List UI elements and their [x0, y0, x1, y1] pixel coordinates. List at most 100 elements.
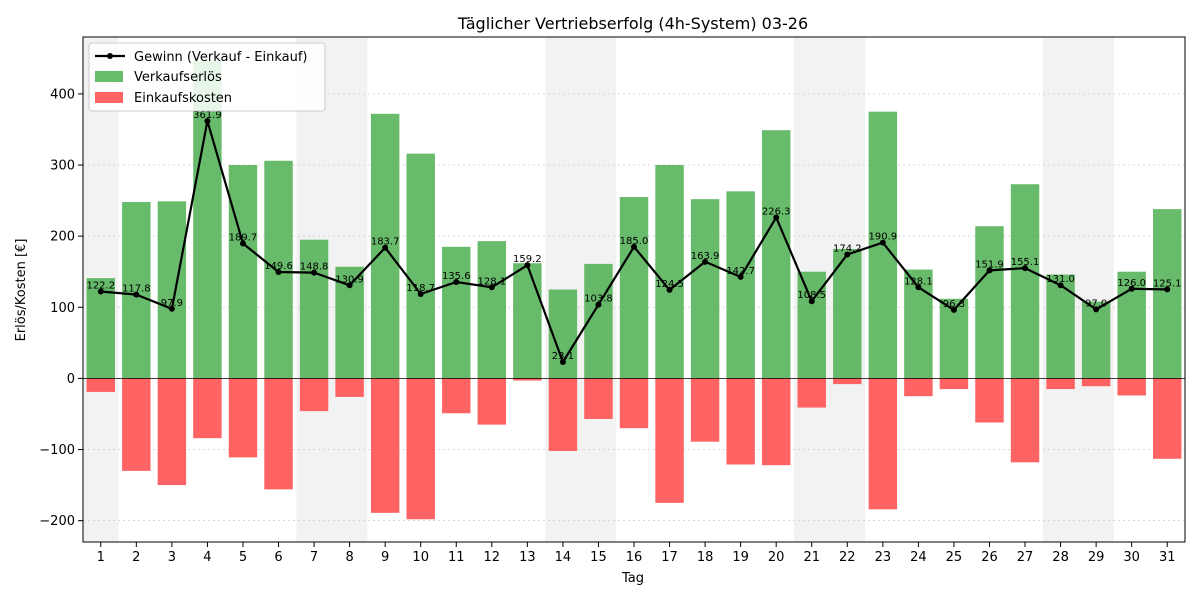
profit-point — [1128, 285, 1135, 292]
data-labels: 122.2 117.8 97.9 361.9 189.7 149.6 148.8 130.9 1… — [86, 110, 1181, 362]
cost-bar — [1010, 378, 1040, 463]
x-tick-label: 20 — [768, 550, 785, 565]
cost-bar — [975, 378, 1004, 423]
x-tick-label: 12 — [484, 550, 501, 565]
profit-point — [1093, 306, 1100, 313]
y-tick-label: −200 — [39, 514, 75, 529]
profit-point — [1164, 286, 1171, 293]
revenue-bar — [406, 153, 435, 379]
cost-bar — [1046, 378, 1075, 390]
x-tick-label: 21 — [803, 550, 820, 565]
revenue-bar — [442, 246, 471, 379]
profit-data-label: 97.9 — [161, 298, 183, 309]
y-tick-label: 400 — [50, 87, 75, 102]
legend: Gewinn (Verkauf - Einkauf) Verkaufserlös E… — [88, 42, 326, 112]
x-tick-label: 15 — [590, 550, 607, 565]
profit-point — [133, 291, 140, 298]
x-tick-label: 31 — [1159, 550, 1176, 565]
x-tick-label: 17 — [661, 550, 678, 565]
profit-point — [97, 288, 104, 295]
cost-bar — [939, 378, 969, 390]
legend-label-profit: Gewinn (Verkauf - Einkauf) — [134, 50, 307, 65]
profit-data-label: 117.8 — [122, 284, 151, 295]
profit-point — [559, 358, 566, 365]
revenue-bar — [86, 278, 115, 379]
profit-data-label: 128.1 — [477, 276, 506, 287]
chart-title: Täglicher Vertriebserfolg (4h-System) 03… — [457, 14, 808, 33]
profit-data-label: 96.3 — [943, 299, 965, 310]
profit-data-label: 361.9 — [193, 110, 222, 121]
profit-data-label: 122.2 — [86, 280, 115, 291]
profit-point — [204, 118, 211, 125]
profit-data-label: 190.9 — [869, 232, 898, 243]
cost-bar — [833, 378, 862, 385]
cost-bar — [1153, 378, 1182, 459]
profit-point — [1022, 265, 1029, 272]
profit-point — [524, 262, 531, 269]
x-tick-label: 1 — [97, 550, 105, 565]
profit-data-label: 183.7 — [371, 237, 400, 248]
profit-point — [950, 306, 957, 313]
x-tick-label: 14 — [555, 550, 572, 565]
x-tick-label: 27 — [1017, 550, 1034, 565]
legend-revenue-swatch — [95, 71, 123, 82]
x-tick-label: 24 — [910, 550, 927, 565]
cost-bar — [193, 378, 222, 439]
profit-point — [773, 214, 780, 221]
cost-bar — [370, 378, 400, 513]
profit-data-label: 148.8 — [300, 262, 329, 273]
profit-point — [346, 282, 353, 289]
profit-point — [488, 284, 495, 291]
profit-point — [453, 278, 460, 285]
profit-point — [168, 305, 175, 312]
cost-bar — [513, 378, 542, 381]
profit-point — [808, 298, 815, 305]
profit-point — [631, 243, 637, 250]
profit-data-label: 128.1 — [904, 276, 933, 287]
x-tick-label: 4 — [203, 550, 211, 565]
profit-line — [97, 118, 1171, 365]
cost-bar — [655, 378, 684, 503]
cost-bar — [1117, 378, 1146, 396]
revenue-bar — [122, 202, 151, 379]
cost-bar — [1081, 378, 1111, 387]
cost-bar — [122, 378, 151, 471]
revenue-bar — [655, 165, 684, 379]
profit-data-label: 151.9 — [975, 259, 1004, 270]
revenue-bar — [157, 201, 187, 379]
x-tick-label: 10 — [412, 550, 429, 565]
revenue-bar — [477, 241, 507, 379]
revenue-bar — [761, 130, 791, 379]
x-tick-label: 22 — [839, 550, 856, 565]
profit-data-label: 155.1 — [1011, 257, 1040, 268]
profit-point — [311, 269, 318, 276]
profit-data-label: 97.0 — [1085, 298, 1107, 309]
revenue-bar — [1081, 301, 1111, 379]
profit-point — [986, 267, 993, 274]
y-axis-title: Erlös/Kosten [€] — [14, 239, 29, 342]
revenue-bar — [1153, 209, 1182, 379]
cost-bar — [406, 378, 435, 520]
profit-data-label: 226.3 — [762, 206, 791, 217]
y-tick-label: 0 — [67, 372, 75, 387]
x-tick-label: 28 — [1052, 550, 1069, 565]
x-tick-label: 29 — [1088, 550, 1105, 565]
x-tick-label: 6 — [274, 550, 282, 565]
cost-bar — [761, 378, 791, 466]
x-tick-label: 7 — [310, 550, 318, 565]
x-tick-label: 23 — [875, 550, 892, 565]
cost-bar — [619, 378, 649, 429]
profit-point — [382, 244, 389, 251]
cost-bar — [335, 378, 364, 397]
profit-data-label: 174.2 — [833, 244, 862, 255]
cost-bar — [264, 378, 293, 490]
profit-data-label: 135.6 — [442, 271, 471, 282]
cost-bar — [477, 378, 507, 425]
profit-data-label: 125.1 — [1153, 278, 1182, 289]
weekend-band — [1078, 37, 1114, 542]
legend-box — [88, 42, 326, 112]
legend-label-revenue: Verkaufserlös — [134, 70, 222, 85]
profit-data-label: 118.7 — [406, 283, 435, 294]
profit-point — [737, 273, 744, 280]
